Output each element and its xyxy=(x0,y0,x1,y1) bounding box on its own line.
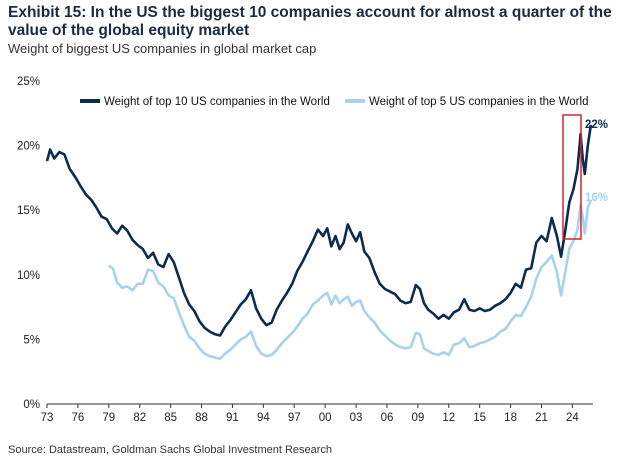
y-tick-label: 5% xyxy=(23,334,40,346)
chart-title: Exhibit 15: In the US the biggest 10 com… xyxy=(8,4,612,39)
chart-subtitle: Weight of biggest US companies in global… xyxy=(8,41,317,56)
source-note: Source: Datastream, Goldman Sachs Global… xyxy=(8,444,333,456)
x-tick-label: 94 xyxy=(257,412,270,424)
x-tick-label: 03 xyxy=(350,412,363,424)
x-tick-label: 88 xyxy=(195,412,208,424)
x-tick-label: 06 xyxy=(381,412,394,424)
series-line-top10 xyxy=(45,124,593,337)
line-chart: 0% 5% 10% 15% 20% 25% 73 76 79 82 85 88 91 94 97 00 03 06… xyxy=(17,76,608,424)
x-tick-label: 76 xyxy=(72,412,85,424)
legend: Weight of top 10 US companies in the Wor… xyxy=(80,96,588,108)
x-tick-label: 85 xyxy=(164,412,177,424)
x-tick-label: 09 xyxy=(411,412,424,424)
highlight-box xyxy=(562,114,582,240)
end-label-top10: 22% xyxy=(585,119,608,131)
x-tick-label: 15 xyxy=(473,412,486,424)
y-tick-label: 0% xyxy=(23,399,40,411)
y-tick-label: 15% xyxy=(17,205,40,217)
y-tick-label: 25% xyxy=(17,76,40,88)
end-label-top5: 16% xyxy=(585,192,608,204)
x-tick-label: 97 xyxy=(288,412,301,424)
x-tick-label: 91 xyxy=(226,412,239,424)
y-tick-label: 10% xyxy=(17,270,40,282)
series-layer xyxy=(45,124,593,361)
x-tick-label: 12 xyxy=(442,412,455,424)
x-tick-label: 82 xyxy=(133,412,146,424)
x-tick-label: 18 xyxy=(504,412,517,424)
axes: 0% 5% 10% 15% 20% 25% 73 76 79 82 85 88 91 94 97 00 03 06… xyxy=(17,76,593,424)
x-tick-label: 21 xyxy=(535,412,548,424)
legend-label-top10: Weight of top 10 US companies in the Wor… xyxy=(104,96,330,108)
x-tick-label: 24 xyxy=(566,412,579,424)
legend-label-top5: Weight of top 5 US companies in the Worl… xyxy=(369,96,588,108)
series-line-top5 xyxy=(108,199,593,361)
y-tick-label: 20% xyxy=(17,141,40,153)
x-tick-label: 73 xyxy=(41,412,54,424)
x-tick-label: 00 xyxy=(319,412,332,424)
x-tick-label: 79 xyxy=(102,412,115,424)
